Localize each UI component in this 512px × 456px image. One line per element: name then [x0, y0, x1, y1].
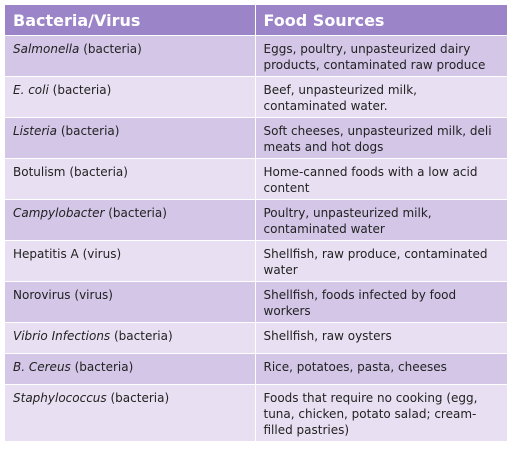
organism-name: Botulism [13, 165, 66, 179]
table-row: Salmonella (bacteria) Eggs, poultry, unpa… [5, 35, 507, 77]
organism-cell: Vibrio Infections (bacteria) [5, 322, 255, 354]
organism-kind: (bacteria) [83, 42, 142, 56]
organism-name: B. Cereus [13, 360, 71, 374]
sources-cell: Shellfish, foods infected by food worker… [254, 281, 507, 323]
table-row: Campylobacter (bacteria) Poultry, unpaste… [5, 199, 507, 241]
organism-kind: (bacteria) [60, 124, 120, 138]
sources-cell: Shellfish, raw produce, contaminated wat… [254, 240, 507, 282]
organism-cell: Salmonella (bacteria) [5, 35, 255, 77]
table-row: Hepatitis A (virus) Shellfish, raw produc… [5, 240, 507, 282]
table-row: E. coli (bacteria) Beef, unpasteurized mi… [5, 76, 507, 118]
organism-kind: (bacteria) [114, 329, 173, 343]
organism-name: Listeria [13, 124, 57, 138]
sources-cell: Home-canned foods with a low acid conten… [254, 158, 507, 200]
organism-kind: (bacteria) [52, 83, 112, 97]
organism-name: Hepatitis A [13, 247, 79, 261]
organism-name: Campylobacter [13, 206, 105, 220]
food-table: Bacteria/Virus Food Sources Salmonella (… [5, 5, 507, 441]
organism-name: Salmonella [13, 42, 80, 56]
organism-cell: Botulism (bacteria) [5, 158, 255, 200]
organism-name: Norovirus [13, 288, 71, 302]
column-header: Food Sources [254, 5, 507, 36]
table-row: B. Cereus (bacteria) Rice, potatoes, past… [5, 353, 507, 385]
organism-name: Staphylococcus [13, 391, 107, 405]
header-row: Bacteria/Virus Food Sources [5, 5, 507, 36]
organism-kind: (virus) [82, 247, 122, 261]
table-row: Staphylococcus (bacteria) Foods that requ… [5, 384, 507, 441]
organism-cell: Hepatitis A (virus) [5, 240, 255, 282]
table-body: Salmonella (bacteria) Eggs, poultry, unpa… [5, 35, 507, 441]
organism-kind: (bacteria) [69, 165, 128, 179]
organism-kind: (bacteria) [74, 360, 134, 374]
table-row: Botulism (bacteria) Home-canned foods wit… [5, 158, 507, 200]
organism-cell: Listeria (bacteria) [5, 117, 255, 159]
sources-cell: Foods that require no cooking (egg, tuna… [254, 384, 507, 441]
table-row: Vibrio Infections (bacteria) Shellfish, r… [5, 322, 507, 354]
organism-kind: (virus) [74, 288, 113, 302]
sources-cell: Shellfish, raw oysters [254, 322, 507, 354]
column-header: Bacteria/Virus [5, 5, 255, 36]
organism-cell: B. Cereus (bacteria) [5, 353, 255, 385]
organism-kind: (bacteria) [110, 391, 170, 405]
organism-kind: (bacteria) [108, 206, 167, 220]
organism-cell: Norovirus (virus) [5, 281, 255, 323]
table-row: Listeria (bacteria) Soft cheeses, unpaste… [5, 117, 507, 159]
sources-cell: Poultry, unpasteurized milk, contaminate… [254, 199, 507, 241]
sources-cell: Beef, unpasteurized milk, contaminated w… [254, 76, 507, 118]
sources-cell: Eggs, poultry, unpasteurized dairy produ… [254, 35, 507, 77]
organism-name: E. coli [13, 83, 49, 97]
sources-cell: Rice, potatoes, pasta, cheeses [254, 353, 507, 385]
organism-cell: Staphylococcus (bacteria) [5, 384, 255, 441]
table-header: Bacteria/Virus Food Sources [5, 5, 507, 36]
organism-cell: E. coli (bacteria) [5, 76, 255, 118]
organism-cell: Campylobacter (bacteria) [5, 199, 255, 241]
table-row: Norovirus (virus) Shellfish, foods infect… [5, 281, 507, 323]
organism-name: Vibrio Infections [13, 329, 111, 343]
sources-cell: Soft cheeses, unpasteurized milk, deli m… [254, 117, 507, 159]
